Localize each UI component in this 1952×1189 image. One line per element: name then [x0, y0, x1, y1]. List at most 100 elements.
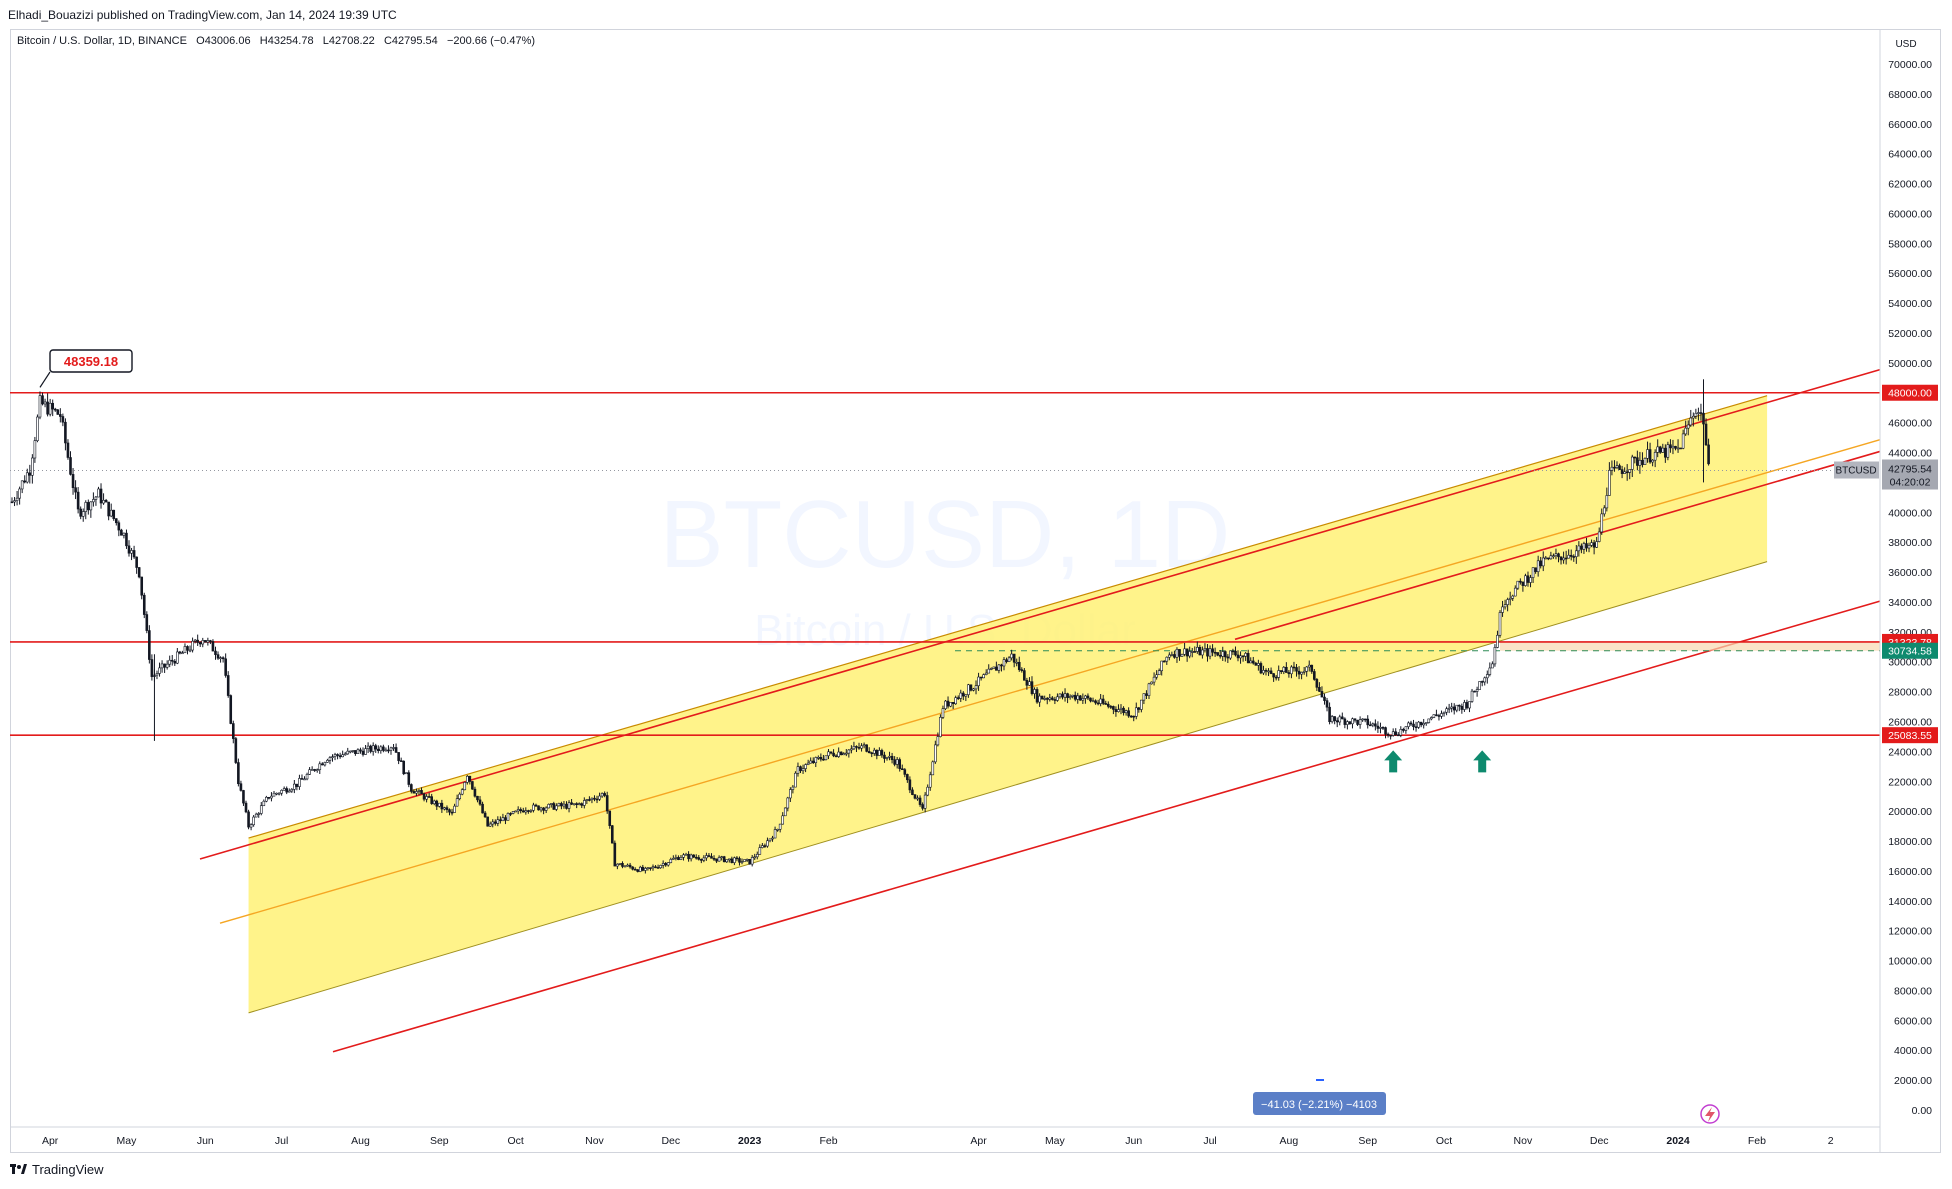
- candle-body: [1628, 469, 1632, 473]
- candle-body: [1129, 715, 1133, 718]
- candle-body: [178, 651, 182, 654]
- candle-body: [76, 491, 80, 510]
- price-tick-label: 58000.00: [1888, 238, 1932, 250]
- peak-callout-box: [49, 349, 133, 373]
- candle-body: [1569, 554, 1573, 557]
- candle-body: [733, 857, 736, 863]
- candle-body: [234, 738, 238, 763]
- candle-body: [1480, 681, 1484, 683]
- candle-body: [1127, 710, 1130, 717]
- candle-body: [623, 865, 627, 868]
- candle-body: [931, 761, 935, 776]
- candle-body: [1414, 726, 1418, 729]
- candle-body: [900, 768, 904, 770]
- candle-body: [226, 675, 230, 696]
- candle-body: [277, 792, 281, 795]
- candle-body: [448, 809, 451, 813]
- candle-body: [1002, 659, 1006, 667]
- time-tick-label: Dec: [661, 1135, 680, 1147]
- candle-body: [959, 692, 963, 699]
- candle-body: [216, 654, 220, 659]
- currency-label[interactable]: USD: [1895, 39, 1916, 50]
- candle-body: [1643, 458, 1647, 465]
- candle-body: [1625, 471, 1629, 474]
- candle-body: [715, 858, 718, 862]
- candle-body: [1091, 700, 1095, 703]
- candle-body: [1473, 690, 1476, 693]
- candle-body: [1534, 567, 1537, 572]
- candle-body: [669, 859, 673, 863]
- candle-body: [1058, 693, 1062, 698]
- candle-body: [1109, 706, 1113, 708]
- tradingview-logo[interactable]: TradingView: [10, 1162, 104, 1177]
- candle-body: [1455, 704, 1459, 711]
- candle-body: [865, 744, 868, 752]
- candle-body: [1562, 557, 1565, 561]
- time-axis[interactable]: Apr May Jun Jul Aug Sep Oct Nov Dec 2023 Feb Apr May…: [10, 1126, 1880, 1147]
- candle-body: [1208, 648, 1212, 657]
- candle-body: [974, 685, 978, 690]
- annotations: 48359.18 −41.03 (−2.21%) −4103: [39, 349, 1720, 1124]
- time-tick-label: Dec: [1590, 1135, 1609, 1147]
- candle-body: [87, 502, 90, 511]
- legend-symbol[interactable]: Bitcoin / U.S. Dollar, 1D, BINANCE: [17, 35, 187, 47]
- candle-body: [318, 763, 322, 770]
- candle-body: [557, 803, 561, 807]
- candle-body: [1363, 718, 1367, 721]
- candle-body: [440, 802, 444, 810]
- candle-body: [496, 819, 500, 824]
- price-tick-label: 0.00: [1912, 1105, 1933, 1117]
- candle-body: [120, 529, 123, 536]
- candle-body: [852, 746, 856, 750]
- current-price-tag: 42795.54: [1888, 464, 1932, 476]
- candle-body: [1442, 711, 1446, 714]
- candle-body: [516, 809, 520, 812]
- candle-body: [132, 550, 136, 558]
- candle-body: [1056, 696, 1059, 701]
- candle-body: [588, 799, 591, 801]
- candle-body: [1669, 444, 1672, 449]
- candle-body: [1658, 446, 1662, 453]
- candle-body: [160, 663, 164, 669]
- price-tick-label: 44000.00: [1888, 448, 1932, 460]
- candle-body: [198, 642, 202, 645]
- bolt-icon[interactable]: [1700, 1104, 1720, 1124]
- price-tick-label: 38000.00: [1888, 537, 1932, 549]
- candle-body: [443, 807, 446, 810]
- candle-body: [636, 869, 640, 872]
- candle-body: [778, 823, 782, 830]
- candle-body: [1391, 731, 1395, 736]
- candle-body: [1073, 694, 1077, 700]
- candle-body: [158, 667, 161, 674]
- candle-body: [66, 442, 70, 458]
- candle-body: [1320, 691, 1324, 698]
- candle-body: [1674, 445, 1677, 449]
- candle-body: [425, 796, 428, 800]
- candle-body: [1435, 714, 1438, 716]
- candle-body: [560, 803, 563, 807]
- candle-body: [280, 789, 283, 794]
- candle-body: [1440, 713, 1443, 717]
- candle-body: [1213, 651, 1217, 654]
- measure-box[interactable]: [1253, 1092, 1386, 1115]
- candle-body: [1328, 706, 1331, 723]
- candle-body: [949, 702, 952, 707]
- candle-body: [1529, 577, 1532, 583]
- candle-body: [112, 509, 116, 519]
- candle-body: [488, 823, 492, 827]
- candle-body: [992, 666, 996, 669]
- candle-body: [1396, 734, 1400, 737]
- candle-body: [313, 769, 316, 771]
- candle-body: [898, 759, 902, 769]
- candle-body: [1526, 575, 1530, 583]
- candle-body: [987, 668, 991, 674]
- price-tick-label: 52000.00: [1888, 328, 1932, 340]
- price-tick-label: 56000.00: [1888, 268, 1932, 280]
- candle-body: [445, 807, 449, 810]
- candle-body: [1651, 459, 1654, 463]
- candle-body: [1707, 444, 1710, 465]
- price-axis[interactable]: USD 0.00 2000.00 4000.00 6000.00 8000.00 1000…: [1879, 30, 1933, 1153]
- candle-body: [145, 614, 149, 631]
- candle-body: [1061, 693, 1064, 698]
